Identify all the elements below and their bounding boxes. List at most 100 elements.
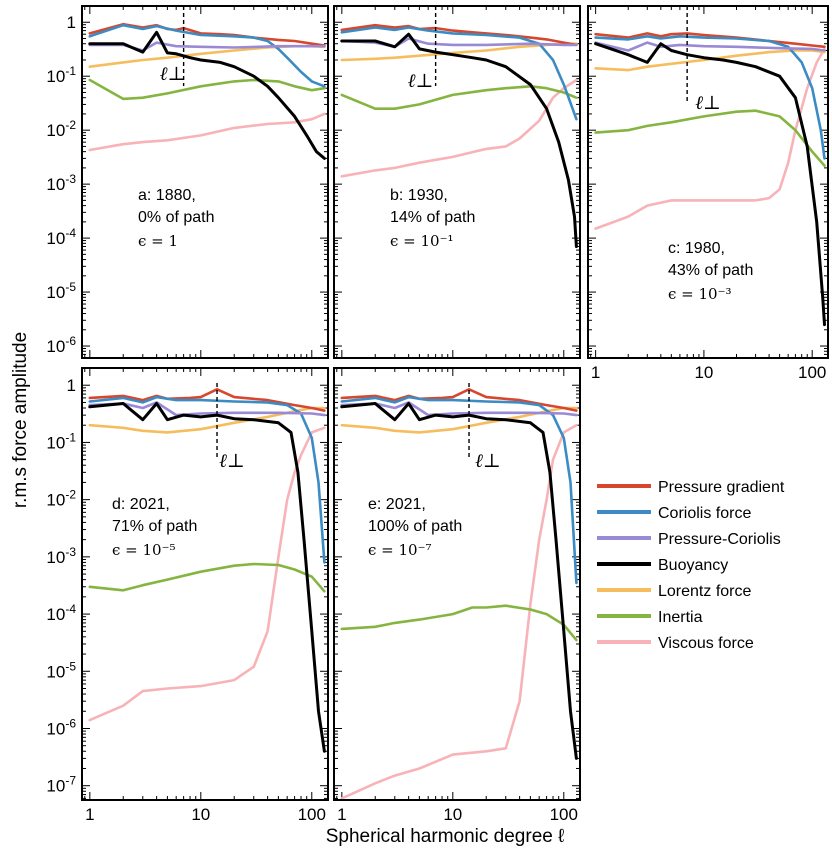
legend-item-coriolis: Coriolis force xyxy=(597,505,751,522)
x-axis-title: Spherical harmonic degree ℓ xyxy=(326,826,565,847)
panel-c-ticks xyxy=(588,5,828,359)
panel-b-line-pressure-gradient xyxy=(340,23,578,47)
panel-a-path: 0% of path xyxy=(138,209,215,226)
panel-c-epsilon: ϵ = 10⁻³ xyxy=(668,285,732,303)
legend-item-viscous: Viscous force xyxy=(597,635,754,652)
legend-label: Lorentz force xyxy=(658,583,751,600)
panel-b-line-buoyancy xyxy=(340,32,578,248)
panel-d-frame xyxy=(81,367,329,801)
panel-c-path: 43% of path xyxy=(668,262,753,279)
panel-e-line-coriolis xyxy=(340,395,578,585)
panel-e-line-pressure-gradient xyxy=(340,388,578,412)
x-tick-label: 10 xyxy=(191,805,210,824)
x-tick-label: 1 xyxy=(337,805,346,824)
panel-b-path: 14% of path xyxy=(390,209,475,226)
panel-e-series xyxy=(340,388,578,800)
y-tick-label: 10-6 xyxy=(46,334,76,356)
panel-d-line-lorentz xyxy=(88,406,326,434)
y-tick-label: 10-3 xyxy=(46,545,76,567)
legend-item-lorentz: Lorentz force xyxy=(597,583,751,600)
y-tick-label: 10-4 xyxy=(46,602,76,624)
panel-b: ℓ⊥ b: 1930, 14% of path ϵ = 10⁻¹ xyxy=(333,5,581,359)
panel-a-epsilon: ϵ = 1 xyxy=(138,232,178,250)
panel-a-line-viscous xyxy=(88,112,326,152)
panel-e-ell-perp-label: ℓ⊥ xyxy=(475,450,501,472)
panel-e-year: e: 2021, xyxy=(368,496,426,513)
y-tick-label: 1 xyxy=(67,376,76,395)
panel-e-frame xyxy=(333,367,581,801)
legend-item-inertia: Inertia xyxy=(597,609,703,626)
y-tick-label: 10-2 xyxy=(46,488,76,510)
panel-d-epsilon: ϵ = 10⁻⁵ xyxy=(112,541,176,559)
panel-c-line-pressure-coriolis xyxy=(594,41,826,52)
panel-b-epsilon: ϵ = 10⁻¹ xyxy=(390,232,454,250)
legend-label: Pressure-Coriolis xyxy=(658,531,781,548)
panel-c-line-pressure-gradient xyxy=(594,32,826,49)
panel-a-ticks xyxy=(82,5,328,359)
panel-d-year: d: 2021, xyxy=(112,496,170,513)
y-axis-title: r.m.s force amplitude xyxy=(10,332,31,508)
panel-b-year: b: 1930, xyxy=(390,187,448,204)
panel-a: ℓ⊥ a: 1880, 0% of path ϵ = 1 1 10-1 10-2 10-3 10… xyxy=(46,5,329,359)
panel-e-line-viscous xyxy=(340,423,578,800)
panel-b-line-coriolis xyxy=(340,26,578,121)
panel-a-frame xyxy=(81,5,329,359)
panel-e-line-lorentz xyxy=(340,406,578,434)
panel-d-series xyxy=(88,388,326,753)
y-tick-label: 10-7 xyxy=(46,774,76,796)
panel-c-line-lorentz xyxy=(594,49,826,72)
panel-b-line-inertia xyxy=(340,85,578,110)
panel-d-line-coriolis xyxy=(88,395,326,564)
x-tick-label: 10 xyxy=(694,363,713,382)
panel-d-line-pressure-gradient xyxy=(88,388,326,412)
panel-b-series xyxy=(340,23,578,248)
x-tick-label: 100 xyxy=(550,805,578,824)
legend-label: Viscous force xyxy=(658,635,754,652)
legend-label: Buoyancy xyxy=(658,557,728,574)
panel-c-line-buoyancy xyxy=(594,42,826,327)
panel-d-line-buoyancy xyxy=(88,402,326,753)
panel-a-line-buoyancy xyxy=(88,30,326,160)
y-tick-label: 10-4 xyxy=(46,226,76,248)
panel-c-line-coriolis xyxy=(594,35,826,160)
legend-item-pressure-gradient: Pressure gradient xyxy=(597,479,785,496)
x-tick-label: 10 xyxy=(443,805,462,824)
legend-label: Pressure gradient xyxy=(658,479,785,496)
panel-a-line-inertia xyxy=(88,78,326,101)
panel-a-line-coriolis xyxy=(88,23,326,88)
legend-item-pressure-coriolis: Pressure-Coriolis xyxy=(597,531,781,548)
y-tick-label: 10-2 xyxy=(46,118,76,140)
panel-d-path: 71% of path xyxy=(112,518,197,535)
y-tick-label: 1 xyxy=(67,13,76,32)
panel-e-line-buoyancy xyxy=(340,402,578,760)
x-tick-label: 100 xyxy=(298,805,326,824)
panel-e-path: 100% of path xyxy=(368,518,462,535)
legend-label: Inertia xyxy=(658,609,703,626)
panel-c-frame xyxy=(587,5,829,359)
panels: ℓ⊥ a: 1880, 0% of path ϵ = 1 1 10-1 10-2 10-3 10… xyxy=(46,5,829,824)
panel-c-year: c: 1980, xyxy=(668,240,725,257)
panel-c-series xyxy=(594,32,826,327)
x-tick-label: 100 xyxy=(798,363,826,382)
panel-e-line-inertia xyxy=(340,604,578,642)
panel-d-ell-perp-label: ℓ⊥ xyxy=(219,450,245,472)
y-tick-label: 10-1 xyxy=(46,64,76,86)
x-tick-label: 1 xyxy=(591,363,600,382)
panel-c: ℓ⊥ c: 1980, 43% of path ϵ = 10⁻³ 1 10 100 xyxy=(587,5,829,382)
y-tick-label: 10-5 xyxy=(46,659,76,681)
panel-d: ℓ⊥ d: 2021, 71% of path ϵ = 10⁻⁵ 1 10-1 10-2 10… xyxy=(46,367,329,824)
panel-e: ℓ⊥ e: 2021, 100% of path ϵ = 10⁻⁷ 1 10 100 xyxy=(333,367,581,824)
panel-e-epsilon: ϵ = 10⁻⁷ xyxy=(368,541,432,559)
panel-d-line-inertia xyxy=(88,562,326,593)
panel-b-frame xyxy=(333,5,581,359)
y-tick-label: 10-1 xyxy=(46,430,76,452)
panel-a-series xyxy=(88,22,326,160)
y-tick-label: 10-5 xyxy=(46,280,76,302)
legend-label: Coriolis force xyxy=(658,505,751,522)
y-tick-label: 10-6 xyxy=(46,716,76,738)
panel-d-line-viscous xyxy=(88,426,326,722)
y-tick-label: 10-3 xyxy=(46,172,76,194)
legend-item-buoyancy: Buoyancy xyxy=(597,557,728,574)
panel-b-ell-perp-label: ℓ⊥ xyxy=(408,70,434,92)
